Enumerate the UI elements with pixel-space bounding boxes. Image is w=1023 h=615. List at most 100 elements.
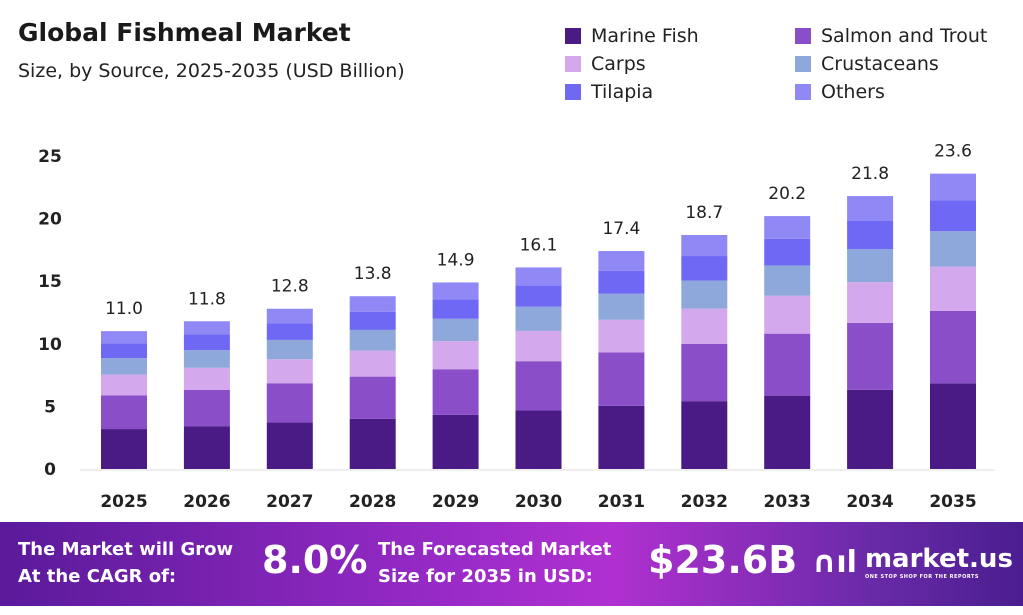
y-tick-label: 10 [38, 335, 62, 355]
bar-segment-salmon-and-trout [515, 361, 562, 411]
total-label: 17.4 [602, 219, 640, 239]
bar-segment-crustaceans [847, 249, 894, 283]
bar-segment-crustaceans [101, 358, 147, 375]
logo-text: market.us [864, 544, 1013, 574]
chart-title: Global Fishmeal Market [18, 18, 351, 47]
bar-segment-others [930, 173, 976, 201]
cagr-label-line1: The Market will Grow [18, 539, 234, 560]
y-tick-label: 15 [38, 272, 62, 292]
bar-segment-marine-fish [266, 422, 313, 469]
cagr-label-line2: At the CAGR of: [18, 566, 177, 587]
bar-chart: 051015202511.0202511.8202612.8202713.820… [38, 142, 995, 512]
bar-segment-crustaceans [764, 265, 811, 296]
chart-subtitle: Size, by Source, 2025-2035 (USD Billion) [18, 60, 405, 82]
bar-segment-salmon-and-trout [349, 376, 396, 419]
legend-label: Others [821, 81, 885, 103]
bar-segment-salmon-and-trout [681, 343, 728, 402]
x-tick-label: 2032 [681, 492, 728, 512]
bar-segment-marine-fish [764, 395, 811, 469]
bar-segment-tilapia [266, 323, 313, 340]
bar-segment-carps [266, 359, 313, 384]
bar-segment-tilapia [432, 299, 479, 319]
market-us-logo: ∩ıl market.us ONE STOP SHOP FOR THE REPO… [812, 544, 1013, 580]
x-tick-label: 2030 [515, 492, 562, 512]
bar-segment-others [183, 321, 230, 335]
bar-segment-carps [349, 350, 396, 377]
cagr-label: The Market will Grow At the CAGR of: [18, 536, 233, 590]
y-tick-label: 5 [44, 397, 56, 417]
legend-item: Carps [565, 52, 795, 76]
legend-swatch [795, 84, 811, 100]
bar-segment-tilapia [681, 256, 728, 281]
x-tick-label: 2025 [100, 492, 147, 512]
logo-mark-icon: ∩ıl [812, 544, 857, 580]
legend-item: Tilapia [565, 80, 795, 104]
legend-swatch [795, 28, 811, 44]
forecast-label: The Forecasted Market Size for 2035 in U… [378, 536, 611, 590]
forecast-value: $23.6B [648, 538, 798, 582]
bar-segment-marine-fish [930, 383, 976, 469]
total-label: 20.2 [768, 184, 806, 204]
x-tick-label: 2029 [432, 492, 479, 512]
bar-segment-others [432, 282, 479, 300]
bar-segment-carps [183, 367, 230, 390]
bar-segment-carps [764, 295, 811, 334]
bar-segment-crustaceans [266, 339, 313, 360]
bar-segment-marine-fish [432, 414, 479, 469]
bar-segment-tilapia [930, 200, 976, 232]
total-label: 11.8 [188, 289, 226, 309]
legend-swatch [565, 28, 581, 44]
bar-segment-crustaceans [515, 306, 562, 331]
bar-segment-others [598, 251, 645, 271]
bar-segment-carps [847, 282, 894, 324]
bar-segment-tilapia [847, 220, 894, 250]
bar-segment-salmon-and-trout [183, 389, 230, 427]
forecast-label-line2: Size for 2035 in USD: [378, 566, 593, 587]
cagr-value: 8.0% [262, 538, 368, 582]
bar-segment-marine-fish [349, 418, 396, 469]
total-label: 16.1 [520, 235, 558, 255]
bar-segment-salmon-and-trout [930, 310, 976, 384]
bar-segment-tilapia [349, 311, 396, 330]
bar-segment-carps [515, 330, 562, 362]
bar-segment-crustaceans [930, 231, 976, 267]
legend-item: Crustaceans [795, 52, 1023, 76]
bar-segment-carps [101, 374, 147, 396]
bar-segment-crustaceans [598, 293, 645, 320]
bar-segment-marine-fish [515, 410, 562, 469]
total-label: 23.6 [934, 142, 972, 162]
bar-segment-salmon-and-trout [266, 383, 313, 423]
x-tick-label: 2027 [266, 492, 313, 512]
bar-segment-marine-fish [598, 405, 645, 469]
bar-segment-salmon-and-trout [432, 369, 479, 415]
x-tick-label: 2028 [349, 492, 396, 512]
total-label: 14.9 [437, 250, 475, 270]
total-label: 18.7 [685, 203, 723, 223]
bar-segment-crustaceans [432, 318, 479, 342]
bar-segment-tilapia [101, 343, 147, 359]
total-label: 13.8 [354, 264, 392, 284]
x-tick-label: 2033 [764, 492, 811, 512]
bar-segment-crustaceans [183, 350, 230, 368]
bar-segment-carps [681, 308, 728, 344]
bar-segment-marine-fish [681, 401, 728, 469]
bar-segment-salmon-and-trout [764, 333, 811, 396]
legend-item: Others [795, 80, 1023, 104]
bar-segment-crustaceans [349, 329, 396, 351]
logo-tagline: ONE STOP SHOP FOR THE REPORTS [864, 574, 979, 580]
bar-segment-marine-fish [183, 426, 230, 469]
bar-segment-crustaceans [681, 280, 728, 309]
y-tick-label: 20 [38, 210, 62, 230]
legend-swatch [565, 56, 581, 72]
legend-label: Salmon and Trout [821, 25, 988, 47]
footer-banner: The Market will Grow At the CAGR of: 8.0… [0, 522, 1023, 606]
bar-segment-others [681, 235, 728, 257]
bar-segment-salmon-and-trout [598, 352, 645, 406]
bar-segment-others [101, 331, 147, 344]
legend: Marine Fish Salmon and Trout Carps Crustace… [565, 24, 1023, 104]
x-tick-label: 2034 [846, 492, 893, 512]
legend-swatch [565, 84, 581, 100]
legend-item: Marine Fish [565, 24, 795, 48]
bottom-margin [0, 606, 1023, 615]
